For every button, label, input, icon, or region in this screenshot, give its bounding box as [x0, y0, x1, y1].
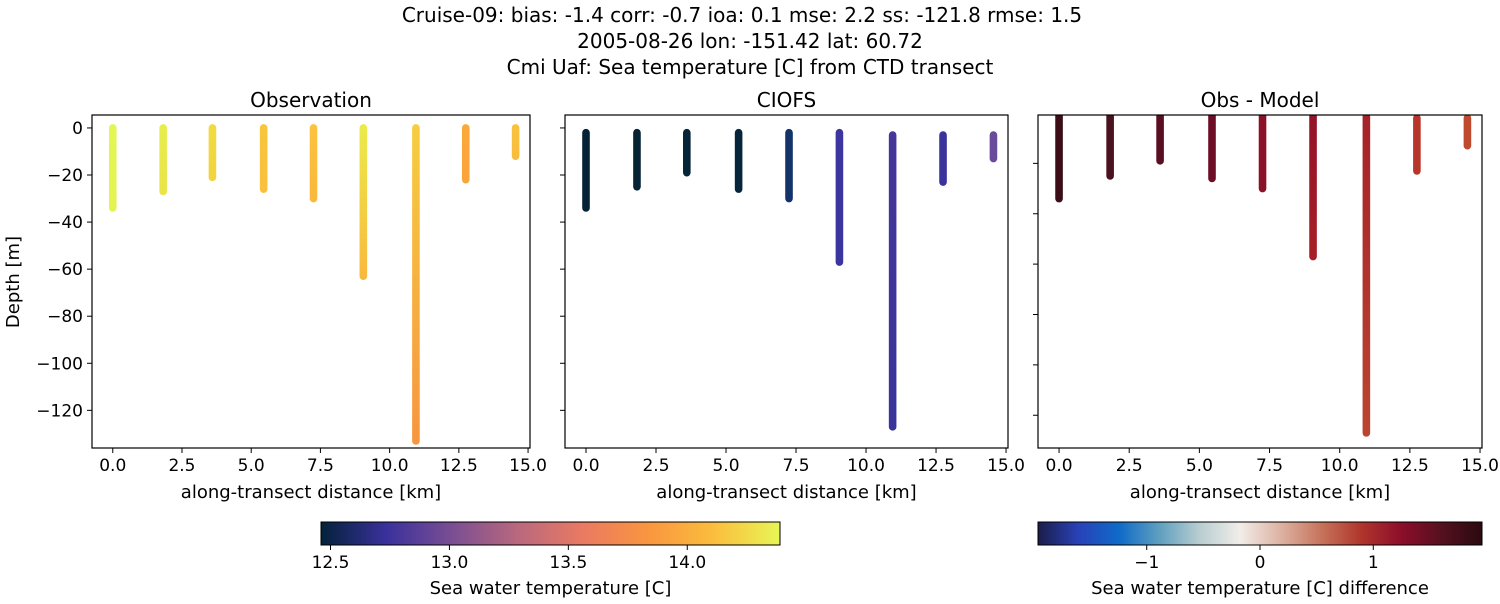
- x-tick-label: 0.0: [99, 456, 126, 476]
- colorbar-tick-label: 14.0: [668, 553, 706, 573]
- x-tick-label: 12.5: [440, 456, 478, 476]
- depth-profile: [1463, 115, 1472, 150]
- y-tick-label: −80: [47, 307, 83, 327]
- depth-profile: [582, 128, 590, 212]
- depth-profile: [683, 128, 691, 177]
- depth-profile: [511, 124, 520, 160]
- depth-profile: [1156, 115, 1164, 165]
- depth-profile: [1309, 115, 1317, 261]
- colorbar-tick-label: 1: [1368, 553, 1379, 573]
- depth-profile: [159, 124, 167, 196]
- temperature-colorbar: 12.5 13.0 13.5 14.0 Sea water temperature [C…: [312, 521, 781, 599]
- depth-profile: [1106, 115, 1114, 180]
- obs-minus-model-panel: Obs - Model 0.0 2.5 5.0 7.5 10.0 12.5 15.0 along…: [1033, 88, 1499, 503]
- x-tick-label: 10.0: [1321, 456, 1359, 476]
- depth-profile: [1208, 115, 1216, 183]
- x-tick-label: 2.5: [642, 456, 669, 476]
- x-tick-label: 7.5: [307, 456, 334, 476]
- x-tick-label: 15.0: [509, 456, 547, 476]
- depth-profile: [461, 124, 470, 184]
- x-tick-label: 7.5: [782, 456, 809, 476]
- observation-panel: Observation 0.0 2.5 5.0 7.5 10.0 12.5 15.0 0 −20 −…: [36, 88, 547, 503]
- depth-profile: [359, 124, 368, 281]
- depth-profile: [309, 124, 318, 203]
- x-tick-label: 2.5: [168, 456, 195, 476]
- colorbar-tick-label: 12.5: [312, 553, 350, 573]
- y-tick-label: 0: [72, 119, 83, 139]
- x-tick-label: 12.5: [917, 456, 955, 476]
- colorbar-label: Sea water temperature [C]: [430, 578, 672, 599]
- x-tick-label: 10.0: [371, 456, 409, 476]
- y-tick-label: −40: [47, 213, 83, 233]
- profiles: [582, 128, 998, 431]
- axes-frame: [1037, 114, 1483, 449]
- colorbar-tick-label: 13.0: [430, 553, 468, 573]
- colorbar-gradient: [1037, 521, 1483, 546]
- y-tick-label: −120: [36, 401, 83, 421]
- figure-title-line-3: Cmi Uaf: Sea temperature [C] from CTD tr…: [507, 55, 994, 79]
- depth-profile: [1258, 115, 1267, 193]
- colorbar-tick-label: −1: [1134, 553, 1159, 573]
- x-tick-label: 0.0: [1046, 456, 1073, 476]
- ciofs-panel: CIOFS 0.0 2.5 5.0 7.5 10.0 12.5 15.0 along-trans…: [560, 88, 1025, 503]
- panel-title: Obs - Model: [1201, 88, 1320, 112]
- x-tick-label: 0.0: [572, 456, 599, 476]
- x-tick-label: 15.0: [1461, 456, 1499, 476]
- axes-frame: [564, 114, 1009, 449]
- y-axis-label: Depth [m]: [3, 236, 24, 328]
- depth-profile: [939, 131, 947, 186]
- y-tick-label: −20: [47, 166, 83, 186]
- depth-profile: [633, 128, 641, 191]
- depth-profile: [734, 128, 743, 193]
- x-axis-label: along-transect distance [km]: [656, 482, 916, 503]
- depth-profile: [1055, 115, 1063, 203]
- x-tick-label: 7.5: [1256, 456, 1283, 476]
- depth-profile: [989, 131, 998, 163]
- depth-profile: [835, 128, 844, 266]
- colorbar-tick-label: 0: [1255, 553, 1266, 573]
- x-axis-label: along-transect distance [km]: [181, 482, 441, 503]
- depth-profile: [259, 124, 268, 193]
- profiles: [108, 124, 520, 445]
- x-tick-label: 5.0: [238, 456, 265, 476]
- difference-colorbar: −1 0 1 Sea water temperature [C] difference: [1037, 521, 1483, 599]
- panel-title: CIOFS: [757, 88, 816, 112]
- profiles: [1055, 115, 1472, 437]
- depth-profile: [1413, 115, 1421, 175]
- depth-profile: [208, 124, 217, 182]
- x-axis-label: along-transect distance [km]: [1130, 482, 1390, 503]
- y-tick-label: −60: [47, 260, 83, 280]
- x-tick-label: 2.5: [1116, 456, 1143, 476]
- x-tick-label: 12.5: [1391, 456, 1429, 476]
- colorbar-gradient: [320, 521, 781, 546]
- axes-frame: [91, 114, 531, 449]
- x-tick-label: 5.0: [1186, 456, 1213, 476]
- figure-title-line-2: 2005-08-26 lon: -151.42 lat: 60.72: [577, 29, 923, 53]
- x-tick-label: 15.0: [987, 456, 1025, 476]
- panel-title: Observation: [250, 88, 372, 112]
- depth-profile: [785, 128, 793, 203]
- x-tick-label: 10.0: [847, 456, 885, 476]
- depth-profile: [1362, 115, 1371, 437]
- figure-title-line-1: Cruise-09: bias: -1.4 corr: -0.7 ioa: 0.…: [402, 3, 1082, 27]
- depth-profile: [412, 124, 420, 445]
- colorbar-tick-label: 13.5: [549, 553, 587, 573]
- x-tick-label: 5.0: [712, 456, 739, 476]
- colorbar-label: Sea water temperature [C] difference: [1091, 578, 1429, 599]
- y-tick-label: −100: [36, 354, 83, 374]
- depth-profile: [888, 131, 897, 431]
- depth-profile: [108, 124, 117, 212]
